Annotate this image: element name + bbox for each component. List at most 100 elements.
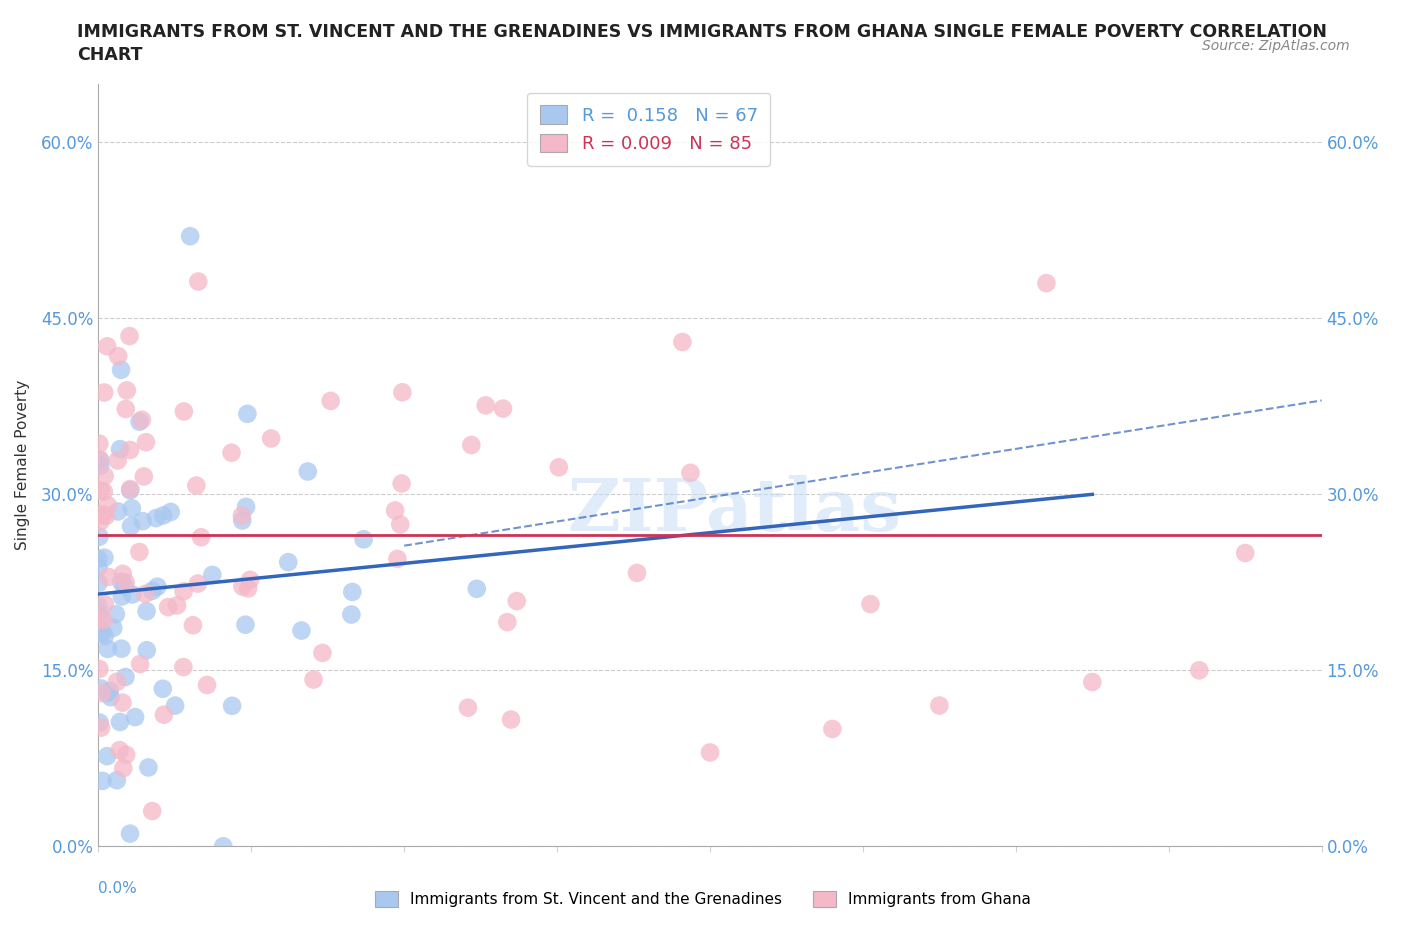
Point bbox=[928, 698, 950, 713]
Point bbox=[87, 606, 110, 621]
Point bbox=[235, 499, 257, 514]
Point bbox=[201, 567, 224, 582]
Point bbox=[231, 579, 253, 594]
Point bbox=[90, 720, 112, 735]
Point bbox=[221, 445, 243, 460]
Point bbox=[859, 597, 882, 612]
Point bbox=[135, 643, 157, 658]
Point bbox=[91, 774, 114, 789]
Point bbox=[132, 469, 155, 484]
Point bbox=[97, 569, 120, 584]
Point bbox=[506, 593, 529, 608]
Point bbox=[105, 674, 128, 689]
Point bbox=[186, 478, 208, 493]
Point bbox=[135, 604, 157, 618]
Point bbox=[173, 584, 195, 599]
Point bbox=[1188, 663, 1211, 678]
Point bbox=[89, 436, 111, 451]
Y-axis label: Single Female Poverty: Single Female Poverty bbox=[15, 379, 30, 551]
Point bbox=[100, 690, 122, 705]
Point bbox=[391, 476, 413, 491]
Point bbox=[457, 700, 479, 715]
Point bbox=[114, 575, 136, 590]
Point bbox=[302, 672, 325, 687]
Point bbox=[465, 581, 488, 596]
Point bbox=[89, 661, 111, 676]
Point bbox=[104, 606, 127, 621]
Point bbox=[173, 404, 195, 418]
Point bbox=[115, 383, 138, 398]
Point bbox=[87, 576, 110, 591]
Point bbox=[93, 485, 115, 499]
Point bbox=[96, 749, 118, 764]
Point bbox=[120, 482, 142, 497]
Point bbox=[120, 483, 142, 498]
Point bbox=[107, 349, 129, 364]
Point bbox=[821, 722, 844, 737]
Point bbox=[134, 587, 156, 602]
Text: ZIPatlas: ZIPatlas bbox=[568, 475, 901, 546]
Point bbox=[195, 678, 218, 693]
Point bbox=[391, 385, 413, 400]
Point bbox=[340, 607, 363, 622]
Point bbox=[93, 551, 115, 565]
Point bbox=[96, 339, 118, 353]
Point bbox=[152, 508, 174, 523]
Point bbox=[190, 530, 212, 545]
Point bbox=[87, 612, 110, 627]
Point bbox=[115, 748, 138, 763]
Point bbox=[166, 598, 188, 613]
Point bbox=[93, 613, 115, 628]
Point bbox=[129, 657, 152, 671]
Point bbox=[97, 498, 120, 512]
Point bbox=[235, 618, 257, 632]
Legend: Immigrants from St. Vincent and the Grenadines, Immigrants from Ghana: Immigrants from St. Vincent and the Gren… bbox=[368, 884, 1038, 913]
Point bbox=[153, 708, 176, 723]
Point bbox=[146, 579, 169, 594]
Point bbox=[89, 453, 111, 468]
Point bbox=[110, 575, 132, 590]
Point bbox=[107, 504, 129, 519]
Point bbox=[89, 458, 111, 473]
Point bbox=[1081, 674, 1104, 689]
Point bbox=[108, 714, 131, 729]
Point bbox=[89, 452, 111, 467]
Point bbox=[121, 587, 143, 602]
Point bbox=[297, 464, 319, 479]
Text: CHART: CHART bbox=[77, 46, 143, 64]
Point bbox=[114, 402, 136, 417]
Point bbox=[236, 581, 259, 596]
Legend: R =  0.158   N = 67, R = 0.009   N = 85: R = 0.158 N = 67, R = 0.009 N = 85 bbox=[527, 93, 770, 166]
Point bbox=[90, 484, 112, 498]
Point bbox=[157, 600, 180, 615]
Point bbox=[152, 682, 174, 697]
Point bbox=[131, 513, 153, 528]
Point bbox=[239, 573, 262, 588]
Point bbox=[496, 615, 519, 630]
Point bbox=[111, 696, 134, 711]
Point bbox=[94, 597, 117, 612]
Point bbox=[187, 577, 209, 591]
Point bbox=[111, 566, 134, 581]
Point bbox=[342, 584, 364, 599]
Point bbox=[131, 412, 153, 427]
Point bbox=[114, 578, 136, 593]
Text: Source: ZipAtlas.com: Source: ZipAtlas.com bbox=[1202, 39, 1350, 53]
Point bbox=[121, 501, 143, 516]
Point bbox=[387, 551, 409, 566]
Point bbox=[103, 620, 125, 635]
Point bbox=[181, 618, 204, 632]
Point bbox=[311, 645, 333, 660]
Point bbox=[96, 685, 118, 700]
Point bbox=[319, 393, 342, 408]
Point bbox=[187, 274, 209, 289]
Point bbox=[145, 511, 167, 525]
Point bbox=[114, 670, 136, 684]
Point bbox=[353, 532, 375, 547]
Point bbox=[110, 641, 132, 656]
Point bbox=[94, 629, 117, 644]
Point bbox=[91, 625, 114, 640]
Point bbox=[87, 551, 110, 566]
Point bbox=[679, 465, 702, 480]
Point bbox=[547, 459, 569, 474]
